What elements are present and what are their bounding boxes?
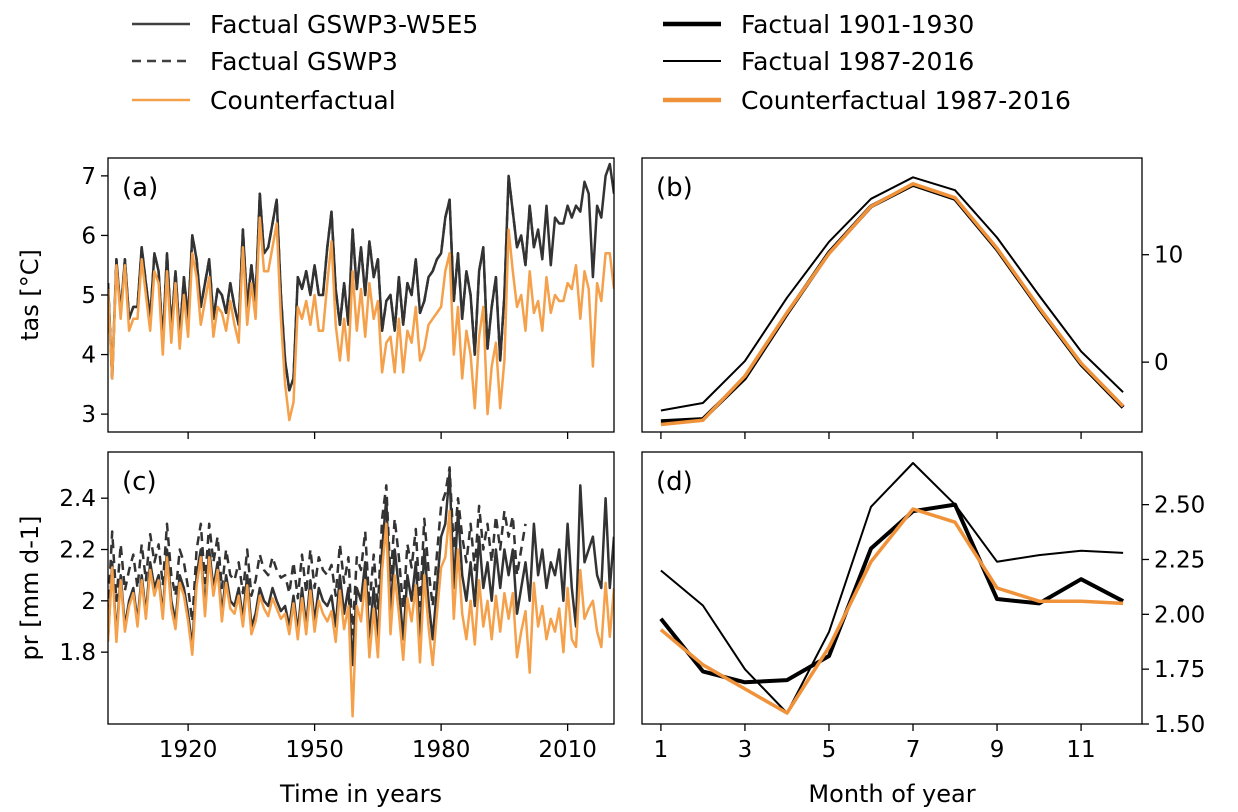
legend-item: Factual GSWP3 bbox=[132, 47, 398, 76]
y-tick-label: 4 bbox=[81, 343, 96, 369]
panel-label: (a) bbox=[122, 173, 158, 203]
legend-item: Counterfactual bbox=[132, 86, 396, 115]
x-tick-label: 11 bbox=[1066, 737, 1095, 763]
y-tick-label: 2.25 bbox=[1154, 547, 1205, 573]
plot-area bbox=[659, 462, 1125, 715]
legend-label: Factual 1901-1930 bbox=[741, 10, 974, 39]
y-tick-label: 1.50 bbox=[1154, 712, 1205, 738]
x-axis-label: Month of year bbox=[808, 780, 975, 808]
series-line bbox=[659, 507, 1124, 715]
series-line bbox=[108, 509, 614, 718]
series-line bbox=[660, 182, 1125, 427]
y-axis-label: pr [mm d-1] bbox=[16, 515, 44, 660]
panel-label: (c) bbox=[122, 467, 157, 497]
y-tick-label: 3 bbox=[81, 402, 96, 428]
series-line bbox=[660, 176, 1124, 412]
series-line bbox=[108, 216, 614, 422]
plot-area bbox=[108, 466, 614, 718]
panel-d-pr-seasonal-cycle: 1 3 5 7 9 11 1.50 1.75 2.00 2.25 2.50 (d) Month of y… bbox=[641, 451, 1205, 808]
legend-label: Counterfactual bbox=[210, 86, 396, 115]
y-tick-label: 0 bbox=[1154, 350, 1169, 376]
x-tick-label: 1920 bbox=[159, 737, 218, 763]
x-tick-label: 2010 bbox=[538, 737, 597, 763]
legend-label: Factual GSWP3 bbox=[210, 47, 398, 76]
x-tick-label: 7 bbox=[906, 737, 921, 763]
x-tick-label: 3 bbox=[738, 737, 753, 763]
y-axis-label: tas [°C] bbox=[16, 249, 44, 341]
y-tick-label: 5 bbox=[81, 283, 96, 309]
legend-item: Factual 1901-1930 bbox=[663, 10, 974, 39]
y-tick-label: 7 bbox=[81, 164, 96, 190]
axes-frame bbox=[107, 451, 615, 725]
legend-item: Counterfactual 1987-2016 bbox=[663, 86, 1071, 115]
legend-item: Factual GSWP3-W5E5 bbox=[132, 10, 478, 39]
y-tick-label: 6 bbox=[81, 223, 96, 249]
axes-frame bbox=[641, 451, 1143, 725]
legend-label: Counterfactual 1987-2016 bbox=[741, 86, 1071, 115]
x-axis-label: Time in years bbox=[279, 780, 442, 808]
plot-area bbox=[108, 162, 614, 422]
y-tick-label: 2.00 bbox=[1154, 602, 1205, 628]
series-line bbox=[660, 462, 1124, 714]
panel-c-pr-timeseries: 1920 1950 1980 2010 1.8 2 2.2 2.4 (c) pr [mm d-1]… bbox=[16, 451, 615, 808]
y-tick-label: 2 bbox=[81, 589, 96, 615]
x-tick-label: 1 bbox=[654, 737, 669, 763]
y-tick-label: 2.50 bbox=[1154, 493, 1205, 519]
panel-b-tas-seasonal-cycle: 0 10 (b) bbox=[641, 157, 1183, 439]
series-line bbox=[659, 502, 1125, 685]
x-tick-label: 9 bbox=[990, 737, 1005, 763]
y-tick-label: 2.2 bbox=[59, 538, 96, 564]
legend: Factual GSWP3-W5E5 Factual GSWP3 Counterfa… bbox=[132, 10, 1071, 115]
panel-label: (b) bbox=[656, 173, 693, 203]
legend-label: Factual GSWP3-W5E5 bbox=[210, 10, 478, 39]
x-tick-label: 5 bbox=[822, 737, 837, 763]
y-tick-label: 2.4 bbox=[59, 486, 96, 512]
y-tick-label: 1.75 bbox=[1154, 657, 1205, 683]
axes-frame bbox=[641, 157, 1143, 433]
plot-area bbox=[660, 176, 1125, 427]
y-tick-label: 1.8 bbox=[59, 640, 96, 666]
y-tick-label: 10 bbox=[1154, 243, 1183, 269]
x-tick-label: 1980 bbox=[412, 737, 471, 763]
series-line bbox=[660, 182, 1125, 424]
legend-label: Factual 1987-2016 bbox=[741, 47, 974, 76]
x-tick-label: 1950 bbox=[285, 737, 344, 763]
panel-label: (d) bbox=[656, 467, 693, 497]
panel-a-tas-timeseries: 3 4 5 6 7 (a) tas [°C] bbox=[16, 157, 615, 439]
series-line bbox=[108, 466, 527, 636]
legend-item: Factual 1987-2016 bbox=[663, 47, 974, 76]
